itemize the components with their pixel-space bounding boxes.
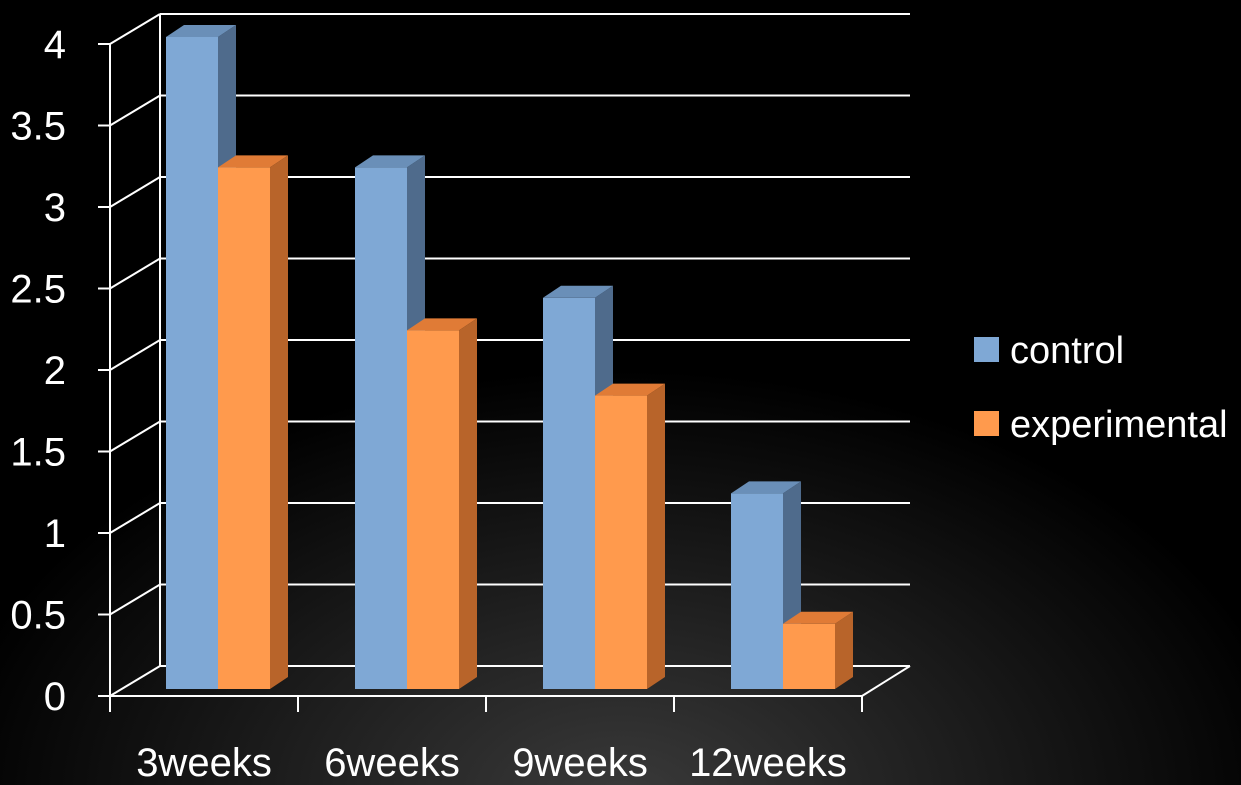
y-tick-label: 0 (44, 675, 66, 719)
y-tick-label: 3.5 (10, 105, 66, 149)
y-tick-label: 2 (44, 349, 66, 393)
x-category-label: 9weeks (512, 741, 648, 785)
y-axis-tick-labels: 0 0.5 1 1.5 2 2.5 3 3.5 4 (10, 23, 66, 719)
bar (783, 611, 853, 689)
gridline (109, 13, 910, 45)
legend-item: experimental (974, 404, 1228, 446)
x-axis-category-labels: 3weeks 6weeks 9weeks 12weeks (136, 741, 847, 785)
legend-label: experimental (1010, 404, 1228, 446)
y-tick-label: 3 (44, 186, 66, 230)
bar (407, 318, 477, 689)
x-category-label: 6weeks (324, 741, 460, 785)
y-tick-label: 2.5 (10, 268, 66, 312)
bars (166, 25, 853, 689)
x-category-label: 3weeks (136, 741, 272, 785)
y-tick-label: 4 (44, 23, 66, 67)
legend-swatch (974, 337, 999, 362)
x-category-label: 12weeks (689, 741, 847, 785)
legend-swatch (974, 411, 999, 436)
y-tick-label: 1.5 (10, 431, 66, 475)
gridline (109, 665, 161, 697)
floor-right-edge (861, 665, 911, 697)
bar (595, 383, 665, 689)
legend-label: control (1010, 330, 1124, 372)
legend-item: control (974, 330, 1124, 372)
y-tick-label: 0.5 (10, 594, 66, 638)
legend: control experimental (974, 330, 1228, 446)
y-tick-label: 1 (44, 512, 66, 556)
bar (218, 155, 288, 689)
gridline (109, 94, 910, 127)
